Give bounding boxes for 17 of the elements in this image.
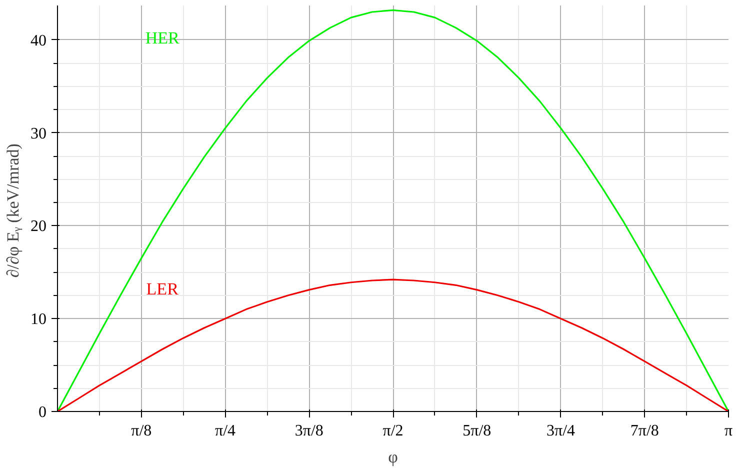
x-tick-label: 7π/8	[630, 422, 659, 440]
x-tick-label: 5π/8	[462, 422, 492, 440]
text: HER	[145, 28, 180, 48]
y-tick-label: 30	[30, 125, 46, 142]
x-tick-label: π/8	[131, 422, 152, 440]
y-tick-label: 40	[30, 32, 46, 50]
x-tick-label: 3π/4	[546, 422, 576, 440]
y-tick-label: 0	[38, 404, 46, 421]
x-axis-title: φ	[388, 448, 398, 466]
y-axis-title: ∂/∂φ Eᵧ (keV/mrad)	[4, 144, 22, 278]
x-tick-label: π	[724, 422, 733, 440]
text: LER	[146, 279, 180, 298]
x-tick-label: 3π/8	[294, 422, 324, 440]
y-tick-label: 20	[30, 218, 46, 236]
y-tick-label: 10	[30, 311, 46, 328]
x-tick-label: π/2	[382, 422, 404, 440]
x-tick-label: π/4	[214, 422, 236, 440]
